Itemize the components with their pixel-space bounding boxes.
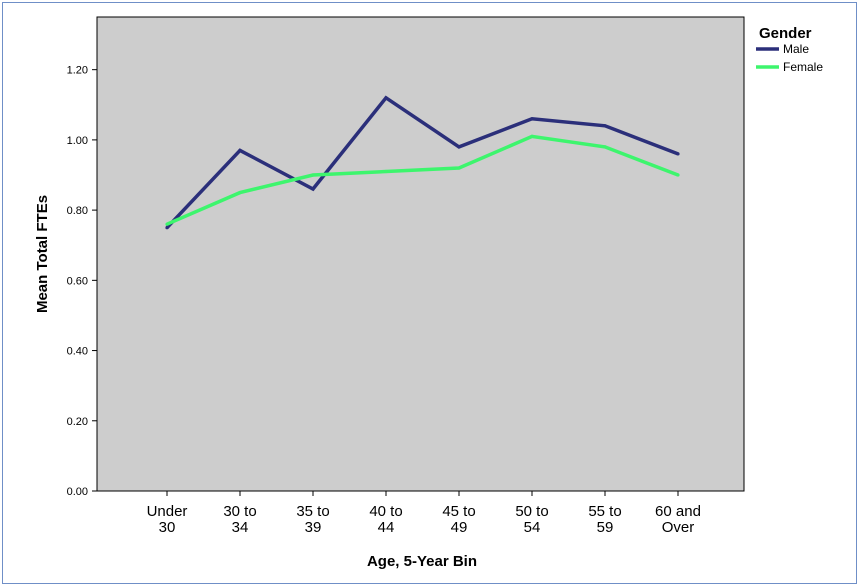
x-tick-label-line: 60 and xyxy=(655,503,701,520)
x-tick-label-line: 35 to xyxy=(296,503,329,520)
line-chart: 0.00 0.20 0.40 0.60 0.80 1.00 1.20 Under 30 30 t… xyxy=(34,16,823,570)
x-tick-label-line: 44 xyxy=(378,519,395,536)
x-axis: Under 30 30 to 34 35 to 39 40 to 44 45 to 49 50 to… xyxy=(147,491,701,536)
data-point-female xyxy=(165,222,169,226)
data-point-male xyxy=(457,145,461,149)
y-tick-label: 0.40 xyxy=(67,346,88,358)
data-point-female xyxy=(530,134,534,138)
series-layer xyxy=(165,95,680,230)
y-tick-label: 0.60 xyxy=(67,275,88,287)
series-line-female xyxy=(166,134,679,226)
legend-label-female: Female xyxy=(783,60,823,74)
x-axis-title: Age, 5-Year Bin xyxy=(367,553,477,570)
legend-title: Gender xyxy=(759,25,812,42)
x-tick-label: 30 to 34 xyxy=(223,503,256,536)
data-point-female xyxy=(603,145,607,149)
data-point-female xyxy=(457,166,461,170)
y-tick-label: 1.20 xyxy=(67,65,88,77)
data-point-male xyxy=(676,152,680,156)
x-tick-label: 55 to 59 xyxy=(588,503,621,536)
x-tick-label-line: 30 xyxy=(159,519,176,536)
x-tick-label: 35 to 39 xyxy=(296,503,329,536)
data-point-male xyxy=(238,148,242,152)
data-point-female xyxy=(384,169,388,174)
legend-label-male: Male xyxy=(783,42,809,56)
data-point-female xyxy=(238,191,242,195)
x-tick-label-line: Over xyxy=(662,519,695,536)
x-tick-label-line: 54 xyxy=(524,519,541,536)
y-tick-label: 1.00 xyxy=(67,135,88,147)
y-tick-label: 0.80 xyxy=(67,205,88,217)
x-tick-label-line: 50 to xyxy=(515,503,548,520)
y-tick-label: 0.20 xyxy=(67,416,88,428)
x-tick-label-line: 34 xyxy=(232,519,249,536)
x-tick-label-line: 55 to xyxy=(588,503,621,520)
data-point-male xyxy=(311,187,315,191)
y-axis-title: Mean Total FTEs xyxy=(34,195,51,313)
x-tick-label: 60 and Over xyxy=(655,503,701,536)
data-point-male xyxy=(603,124,607,128)
data-point-male xyxy=(165,226,169,230)
data-point-male xyxy=(530,117,534,121)
plot-area xyxy=(96,16,745,492)
x-tick-label: 50 to 54 xyxy=(515,503,548,536)
x-tick-label-line: 45 to xyxy=(442,503,475,520)
x-tick-label: 45 to 49 xyxy=(442,503,475,536)
y-axis: 0.00 0.20 0.40 0.60 0.80 1.00 1.20 xyxy=(67,65,97,498)
x-tick-label-line: 40 to xyxy=(369,503,402,520)
x-tick-label-line: 59 xyxy=(597,519,614,536)
x-tick-label-line: 30 to xyxy=(223,503,256,520)
data-point-female xyxy=(676,173,680,177)
x-tick-label: 40 to 44 xyxy=(369,503,402,536)
x-tick-label-line: Under xyxy=(147,503,188,520)
x-tick-label-line: 39 xyxy=(305,519,322,536)
series-line-male xyxy=(165,95,679,229)
y-tick-label: 0.00 xyxy=(67,486,88,498)
data-point-male xyxy=(384,96,388,100)
x-tick-label: Under 30 xyxy=(147,503,188,536)
legend: Gender Male Female xyxy=(756,25,823,74)
data-point-female xyxy=(311,173,315,177)
x-tick-label-line: 49 xyxy=(451,519,468,536)
